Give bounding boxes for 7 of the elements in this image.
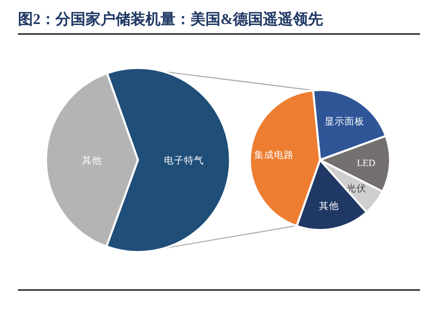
slice-label: 集成电路: [254, 148, 294, 161]
slice-label: 其他: [318, 200, 339, 212]
chart-title: 图2：分国家户储装机量：美国&德国遥遥领先: [18, 10, 323, 28]
slice-label: LED: [356, 159, 376, 170]
slice-label: 显示面板: [324, 115, 365, 128]
slice-label: 其他: [82, 154, 102, 166]
slice-label: 电子特气: [164, 154, 204, 167]
